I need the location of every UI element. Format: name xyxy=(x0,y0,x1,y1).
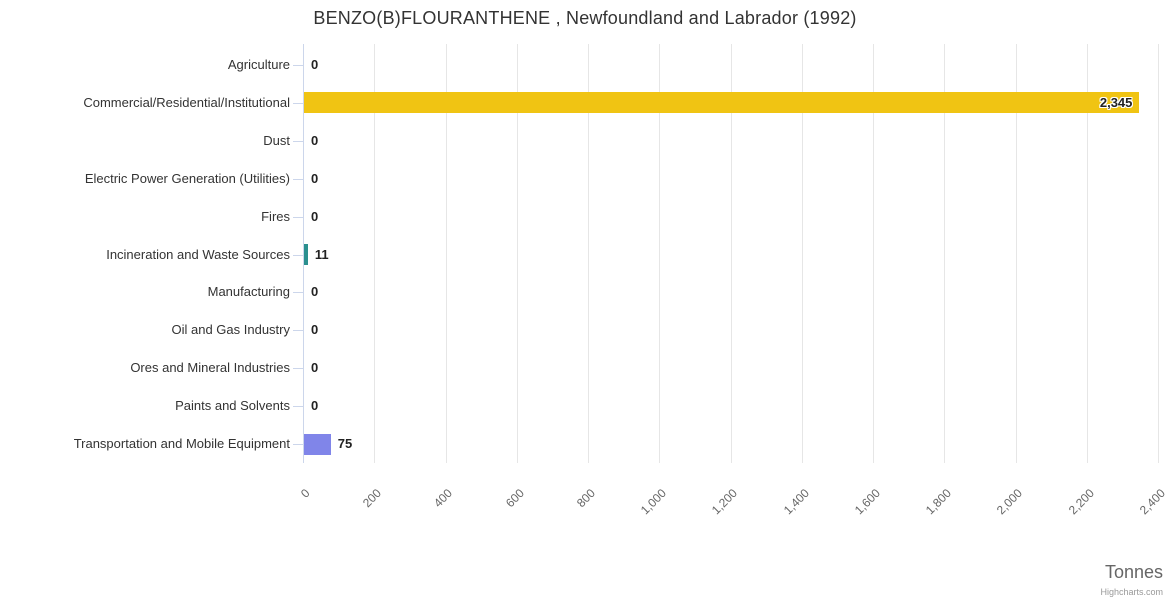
category-label: Commercial/Residential/Institutional xyxy=(83,94,290,110)
value-label: 0 xyxy=(311,56,319,72)
category-label: Oil and Gas Industry xyxy=(171,322,291,338)
x-axis-tick-label: 800 xyxy=(573,486,598,511)
value-label: 0 xyxy=(311,398,319,414)
category-label: Fires xyxy=(261,208,290,224)
bar-transportation-and-mobile-equipment[interactable] xyxy=(304,433,331,455)
x-axis-tick-label: 400 xyxy=(431,486,456,511)
category-label: Transportation and Mobile Equipment xyxy=(73,436,290,452)
x-axis-tick-label: 2,200 xyxy=(1065,486,1097,518)
value-label: 2,345 xyxy=(1099,94,1133,110)
category-label: Dust xyxy=(263,132,290,148)
chart-title: BENZO(B)FLOURANTHENE , Newfoundland and … xyxy=(313,8,857,28)
gridline xyxy=(659,44,661,463)
x-axis-tick-label: 1,800 xyxy=(923,486,955,518)
category-label: Ores and Mineral Industries xyxy=(130,360,290,376)
bar-commercial-residential-institutional[interactable] xyxy=(304,92,1139,114)
gridline xyxy=(588,44,589,463)
x-axis-tick-label: 1,200 xyxy=(709,486,741,518)
category-label: Manufacturing xyxy=(207,284,290,300)
x-axis-tick-label: 2,400 xyxy=(1136,486,1168,518)
gridline xyxy=(1086,44,1088,463)
value-label: 0 xyxy=(311,360,319,376)
y-axis-tick xyxy=(293,217,303,218)
y-axis-tick xyxy=(293,406,303,407)
value-label: 0 xyxy=(311,132,319,148)
gridline xyxy=(1015,44,1017,463)
gridline xyxy=(516,44,518,463)
value-label: 0 xyxy=(311,208,319,224)
gridline xyxy=(374,44,376,463)
gridline xyxy=(730,44,732,463)
value-label: 75 xyxy=(337,436,353,452)
y-axis-tick xyxy=(293,179,303,180)
y-axis-tick xyxy=(293,141,303,142)
gridline xyxy=(1158,44,1159,463)
gridline xyxy=(873,44,874,463)
bar-incineration-and-waste-sources[interactable] xyxy=(304,244,308,265)
y-axis-tick xyxy=(293,444,303,445)
y-axis-tick xyxy=(293,65,303,66)
gridline xyxy=(801,44,803,463)
category-label: Incineration and Waste Sources xyxy=(106,246,290,262)
x-axis-tick-label: 200 xyxy=(360,486,385,511)
value-label: 0 xyxy=(311,322,319,338)
y-axis-tick xyxy=(293,330,303,331)
x-axis-tick-label: 1,400 xyxy=(780,486,812,518)
category-label: Paints and Solvents xyxy=(175,398,290,414)
highcharts-credits-link[interactable]: Highcharts.com xyxy=(1100,587,1163,597)
value-label: 11 xyxy=(314,246,329,262)
y-axis-tick xyxy=(293,255,303,256)
x-axis-title: Tonnes xyxy=(1104,562,1163,582)
x-axis-tick-label: 1,000 xyxy=(638,486,670,518)
value-label: 0 xyxy=(311,170,319,186)
x-axis-tick-label: 600 xyxy=(502,486,527,511)
y-axis-line xyxy=(303,44,304,463)
value-label: 0 xyxy=(311,284,319,300)
category-label: Electric Power Generation (Utilities) xyxy=(84,170,290,186)
x-axis-tick-label: 2,000 xyxy=(994,486,1026,518)
y-axis-tick xyxy=(293,292,303,293)
y-axis-tick xyxy=(293,103,303,104)
x-axis-tick-label: 1,600 xyxy=(851,486,883,518)
x-axis-tick-label: 0 xyxy=(298,486,313,501)
y-axis-tick xyxy=(293,368,303,369)
category-label: Agriculture xyxy=(227,56,290,72)
gridline xyxy=(944,44,946,463)
gridline xyxy=(445,44,447,463)
